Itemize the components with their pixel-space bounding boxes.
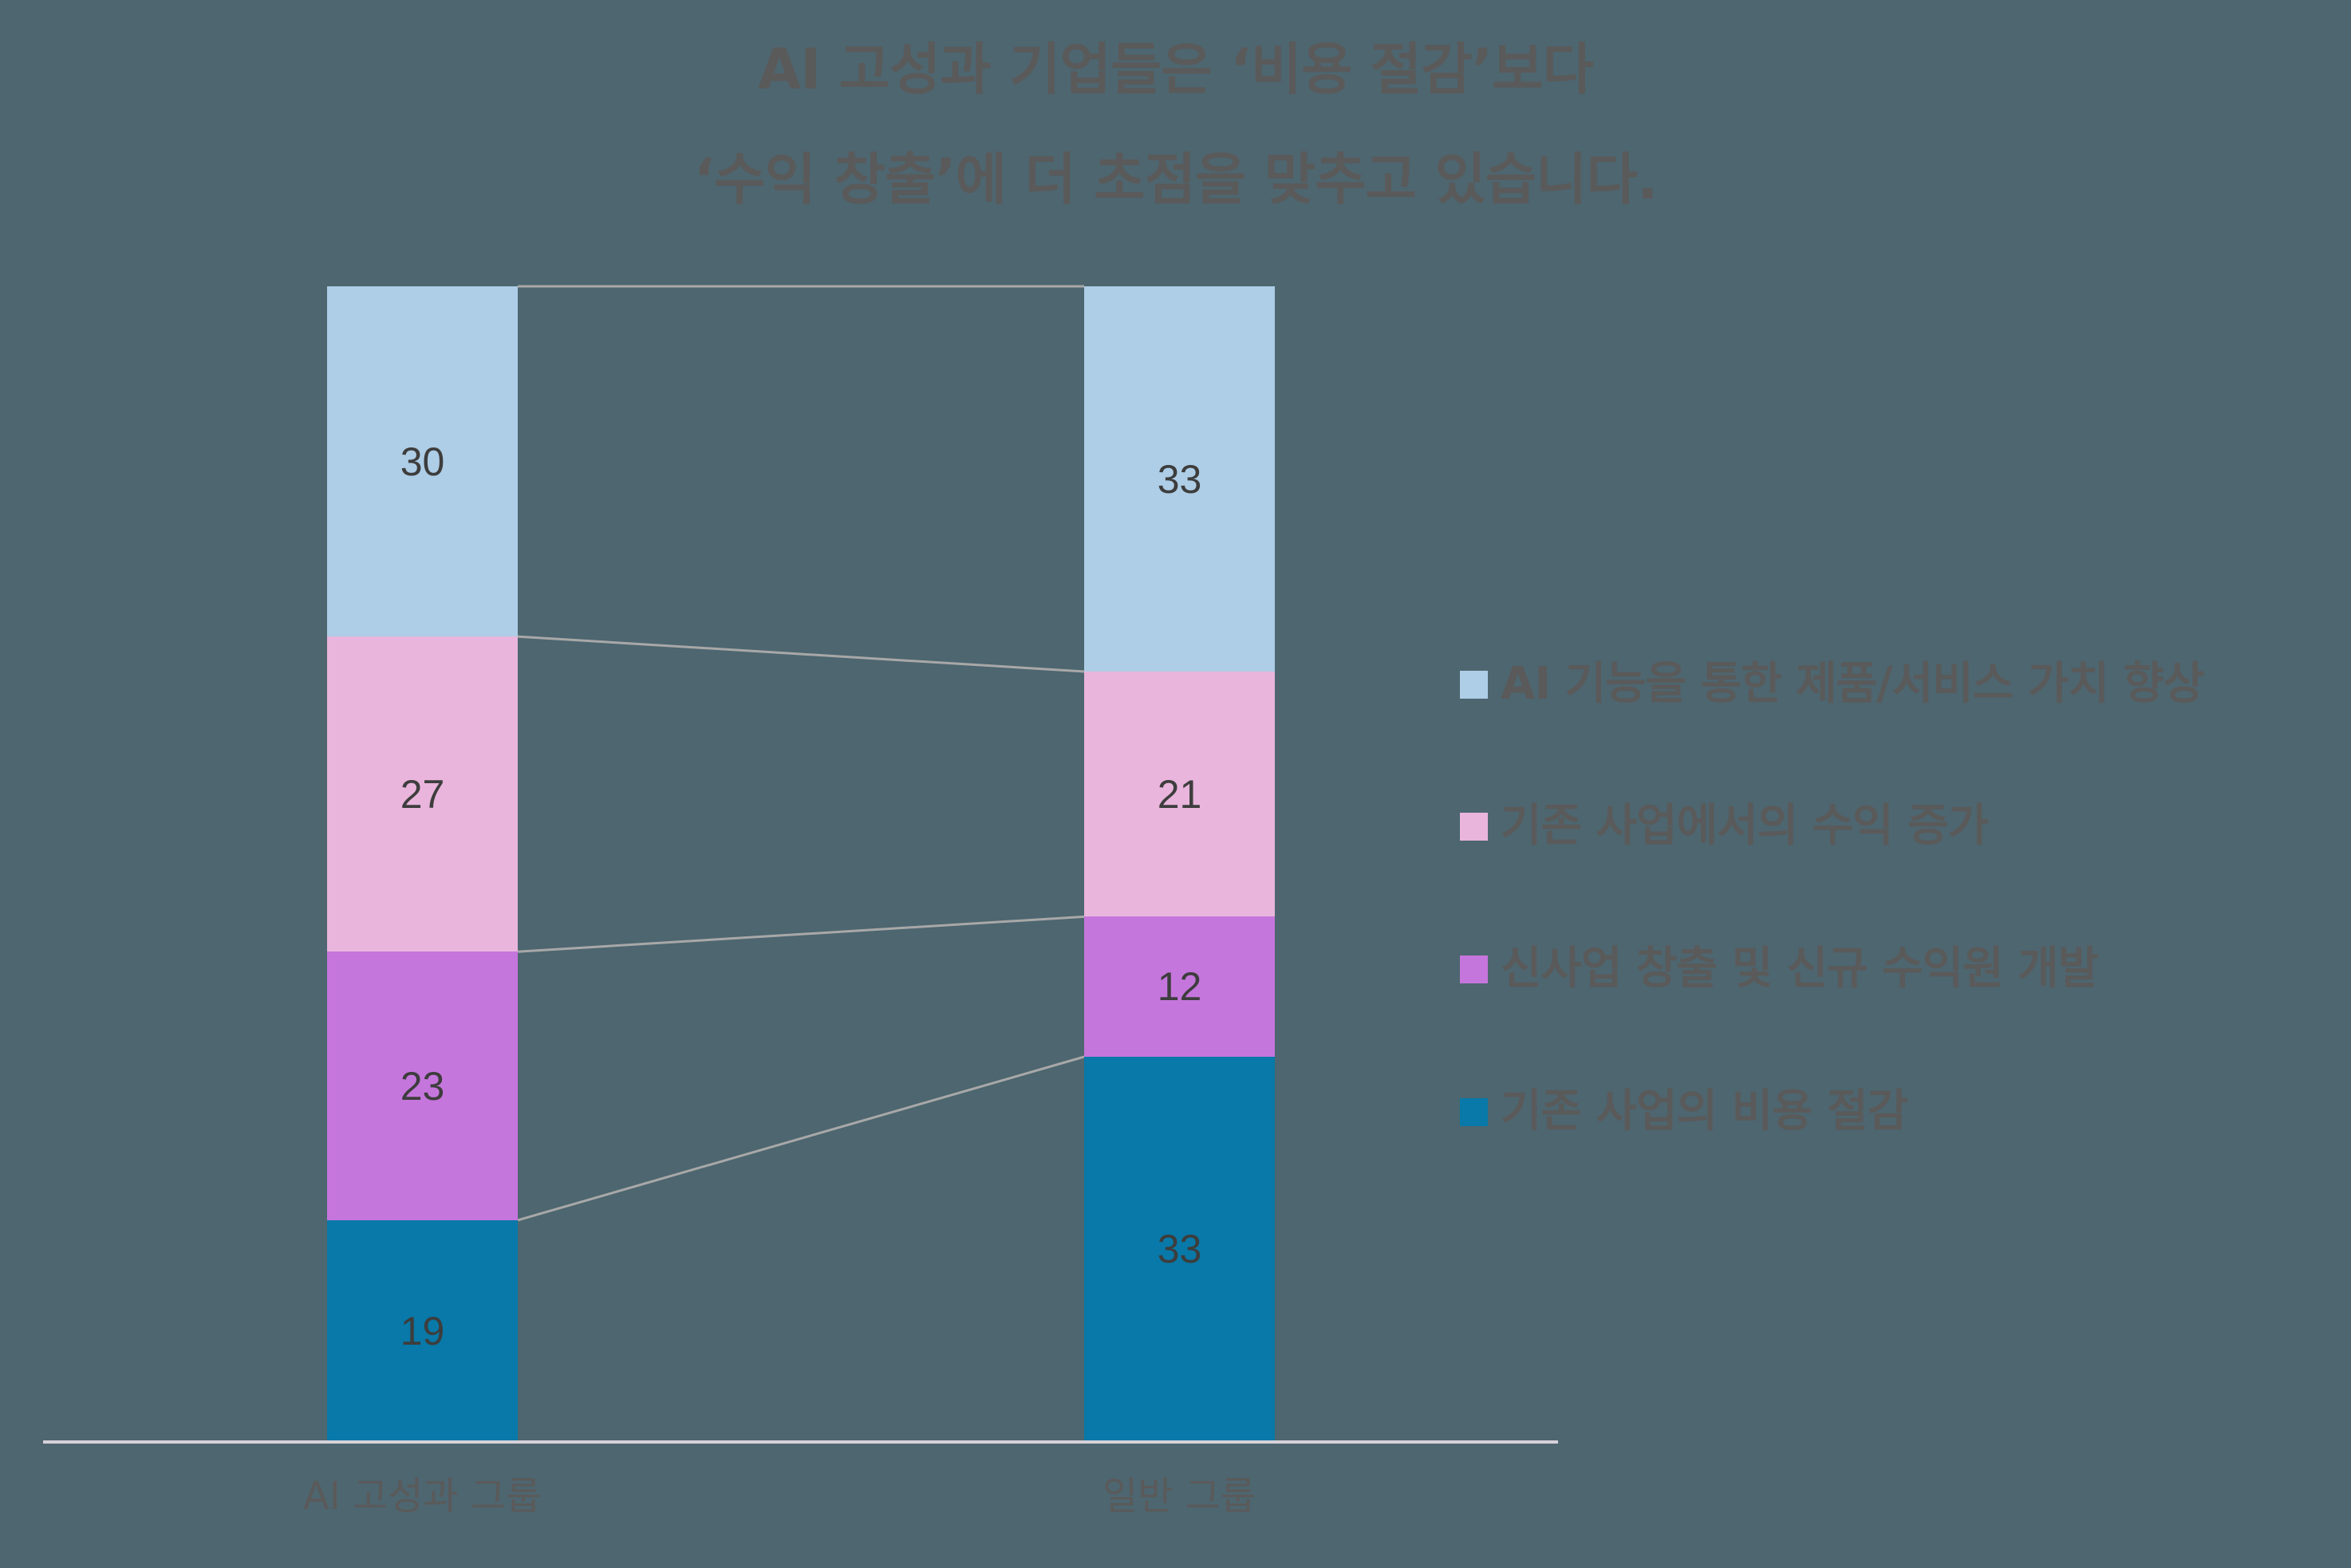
legend-item-new-business: 신사업 창출 및 신규 수익원 개발 — [1460, 943, 2099, 995]
legend-label: 신사업 창출 및 신규 수익원 개발 — [1501, 943, 2099, 995]
bar-segment-revenue-increase: 21 — [1084, 672, 1275, 917]
bar-segment-cost-reduction: 19 — [327, 1219, 518, 1442]
data-label: 23 — [400, 1063, 445, 1109]
bar-segment-new-business: 12 — [1084, 916, 1275, 1057]
data-label: 27 — [400, 771, 445, 817]
chart-title-line-2: ‘수익 창출’에 더 초점을 맞추고 있습니다. — [693, 147, 1658, 212]
legend-item-value-enhancement: AI 기능을 통한 제품/서비스 가치 향상 — [1460, 658, 2204, 710]
x-axis-label-ai-high-performers: AI 고성과 그룹 — [302, 1474, 542, 1519]
stacked-bar-general-group: 33 21 12 33 — [1084, 286, 1275, 1442]
legend-label: 기존 사업의 비용 절감 — [1501, 1085, 1908, 1137]
data-label: 12 — [1157, 964, 1202, 1010]
bar-segment-new-business: 23 — [327, 951, 518, 1220]
legend-label: 기존 사업에서의 수익 증가 — [1501, 800, 1989, 852]
stacked-bar-ai-high-performers: 30 27 23 19 — [327, 286, 518, 1442]
legend-swatch-icon — [1460, 955, 1488, 983]
legend-item-revenue-increase: 기존 사업에서의 수익 증가 — [1460, 800, 1989, 852]
x-axis-label-general-group: 일반 그룹 — [1103, 1474, 1256, 1519]
x-axis-baseline — [43, 1440, 1558, 1444]
legend-swatch-icon — [1460, 670, 1488, 699]
legend-item-cost-reduction: 기존 사업의 비용 절감 — [1460, 1085, 1908, 1137]
data-label: 33 — [1157, 456, 1202, 502]
data-label: 30 — [400, 439, 445, 484]
bar-segment-value-enhancement: 30 — [327, 286, 518, 637]
bar-segment-cost-reduction: 33 — [1084, 1056, 1275, 1442]
legend-swatch-icon — [1460, 812, 1488, 841]
legend-label: AI 기능을 통한 제품/서비스 가치 향상 — [1501, 658, 2204, 710]
data-label: 33 — [1157, 1227, 1202, 1272]
bar-segment-value-enhancement: 33 — [1084, 286, 1275, 672]
bar-segment-revenue-increase: 27 — [327, 636, 518, 952]
chart-title-line-1: AI 고성과 기업들은 ‘비용 절감’보다 — [757, 37, 1594, 102]
data-label: 19 — [400, 1308, 445, 1353]
data-label: 21 — [1157, 771, 1202, 817]
legend-swatch-icon — [1460, 1097, 1488, 1126]
